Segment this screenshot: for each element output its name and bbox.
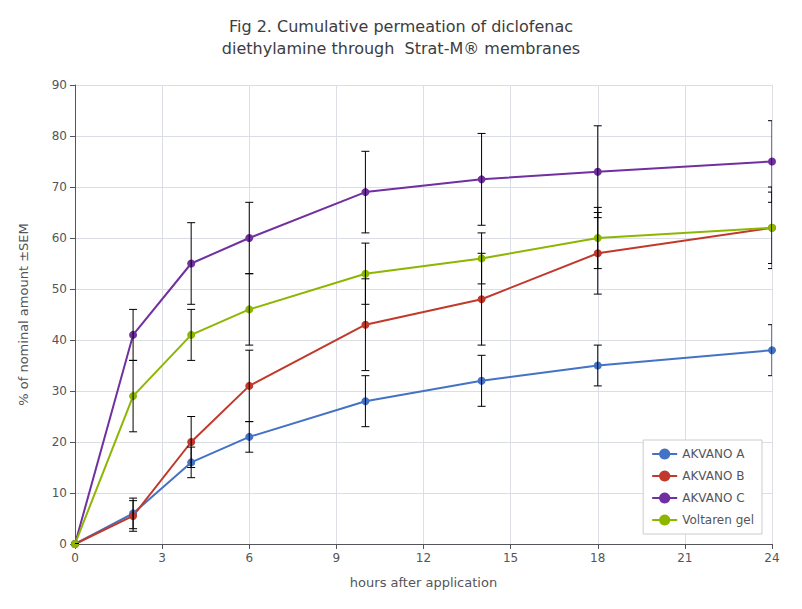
svg-text:9: 9 bbox=[333, 551, 341, 565]
svg-text:40: 40 bbox=[52, 333, 67, 347]
svg-text:10: 10 bbox=[52, 486, 67, 500]
svg-text:24: 24 bbox=[764, 551, 779, 565]
svg-text:70: 70 bbox=[52, 180, 67, 194]
svg-text:AKVANO C: AKVANO C bbox=[682, 491, 744, 505]
svg-text:50: 50 bbox=[52, 282, 67, 296]
svg-text:AKVANO B: AKVANO B bbox=[682, 469, 744, 483]
svg-text:3: 3 bbox=[158, 551, 166, 565]
svg-text:Voltaren gel: Voltaren gel bbox=[682, 513, 754, 527]
svg-text:0: 0 bbox=[59, 537, 67, 551]
svg-text:90: 90 bbox=[52, 78, 67, 92]
svg-text:15: 15 bbox=[503, 551, 518, 565]
svg-text:6: 6 bbox=[245, 551, 253, 565]
svg-text:12: 12 bbox=[416, 551, 431, 565]
svg-text:18: 18 bbox=[590, 551, 605, 565]
svg-text:0: 0 bbox=[71, 551, 79, 565]
svg-text:20: 20 bbox=[52, 435, 67, 449]
svg-text:AKVANO A: AKVANO A bbox=[682, 447, 745, 461]
svg-text:60: 60 bbox=[52, 231, 67, 245]
svg-text:30: 30 bbox=[52, 384, 67, 398]
svg-text:Fig 2. Cumulative permeation o: Fig 2. Cumulative permeation of diclofen… bbox=[229, 17, 573, 36]
svg-text:80: 80 bbox=[52, 129, 67, 143]
svg-text:21: 21 bbox=[677, 551, 692, 565]
svg-text:hours after application: hours after application bbox=[350, 575, 497, 590]
svg-text:diethylamine through Strat-M®: diethylamine through Strat-M® membranes bbox=[222, 39, 580, 58]
svg-text:% of nominal amount ±SEM: % of nominal amount ±SEM bbox=[16, 223, 31, 405]
